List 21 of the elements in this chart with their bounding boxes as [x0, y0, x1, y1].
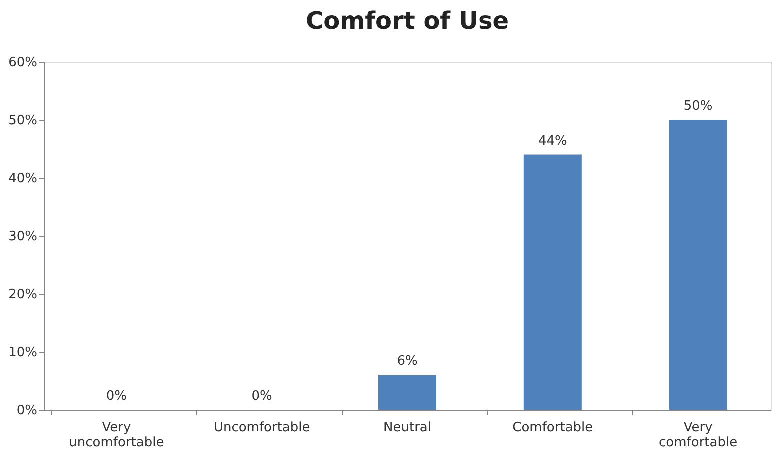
x-tick-label: Uncomfortable — [214, 420, 310, 436]
bar — [669, 120, 728, 410]
data-label: 0% — [252, 389, 272, 404]
data-label: 0% — [106, 389, 128, 404]
x-tick-label: Comfortable — [512, 420, 594, 436]
y-tick-label: 0% — [16, 404, 38, 418]
x-tick-label: Neutral — [384, 420, 432, 436]
data-label: 50% — [684, 99, 713, 114]
y-tick-label: 30% — [8, 230, 38, 244]
chart-title: Comfort of Use — [306, 7, 510, 35]
bar — [378, 375, 436, 410]
bar — [524, 154, 582, 410]
x-tick-label: Very uncomfortable — [69, 420, 164, 450]
y-tick-label: 10% — [8, 346, 38, 360]
data-label: 6% — [397, 354, 418, 370]
y-tick-label: 20% — [8, 288, 38, 302]
x-tick-label: Very comfortable — [659, 420, 738, 450]
y-tick-label: 50% — [8, 114, 38, 128]
y-tick-label: 40% — [8, 172, 38, 186]
data-label: 44% — [538, 134, 568, 149]
y-tick-label: 60% — [8, 56, 38, 70]
